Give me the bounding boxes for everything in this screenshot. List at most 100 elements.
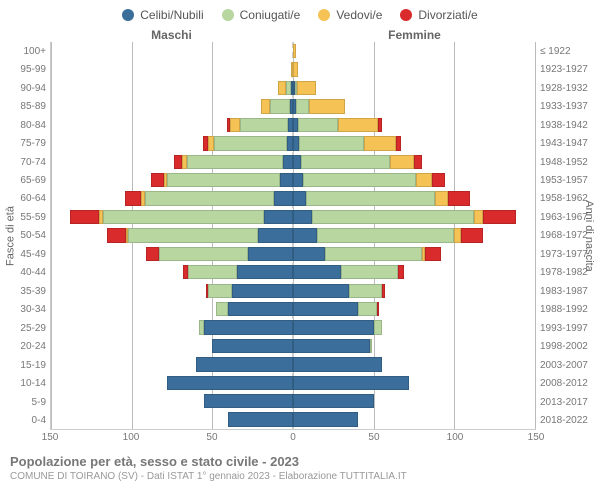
bar-segment-single [204, 394, 293, 408]
female-bar [293, 412, 535, 426]
bar-segment-divorced [448, 191, 471, 205]
bar-segment-divorced [432, 173, 445, 187]
male-bar [51, 99, 293, 113]
bar-segment-single [293, 412, 358, 426]
pyramid-row [51, 374, 535, 392]
age-label: 35-39 [0, 282, 50, 300]
bar-segment-single [293, 302, 358, 316]
birth-label: 2003-2007 [536, 356, 600, 374]
legend-item: Divorziati/e [400, 8, 477, 22]
bar-segment-single [283, 155, 293, 169]
bar-segment-married [187, 155, 284, 169]
legend-swatch [318, 9, 330, 21]
male-bar [51, 265, 293, 279]
bar-segment-widowed [278, 81, 286, 95]
bar-segment-single [293, 265, 341, 279]
bar-segment-divorced [70, 210, 99, 224]
birth-label: 1953-1957 [536, 171, 600, 189]
bar-segment-divorced [396, 136, 401, 150]
female-bar [293, 265, 535, 279]
bar-segment-married [103, 210, 264, 224]
pyramid-row [51, 116, 535, 134]
bar-segment-divorced [125, 191, 141, 205]
x-axis-scale: 15010050050100150 [50, 430, 536, 448]
bar-segment-divorced [146, 247, 159, 261]
bar-segment-married [325, 247, 422, 261]
age-label: 20-24 [0, 338, 50, 356]
female-bar [293, 191, 535, 205]
birth-label: 2018-2022 [536, 411, 600, 429]
bar-segment-married [296, 99, 309, 113]
bar-segment-widowed [230, 118, 240, 132]
female-bar [293, 320, 535, 334]
bar-segment-widowed [435, 191, 448, 205]
pyramid-row [51, 171, 535, 189]
bar-segment-single [293, 284, 349, 298]
bar-segment-single [293, 191, 306, 205]
male-bar [51, 81, 293, 95]
pyramid-row [51, 134, 535, 152]
age-label: 85-89 [0, 97, 50, 115]
caption: Popolazione per età, sesso e stato civil… [0, 448, 600, 484]
chart-area: Fasce di età 100+95-9990-9485-8980-8475-… [0, 42, 600, 430]
bar-segment-widowed [364, 136, 396, 150]
bar-segment-single [293, 320, 374, 334]
bar-segment-single [293, 228, 317, 242]
bar-segment-married [214, 136, 287, 150]
legend-label: Vedovi/e [336, 8, 382, 22]
age-label: 0-4 [0, 411, 50, 429]
bar-segment-married [299, 136, 364, 150]
bar-segment-widowed [261, 99, 271, 113]
male-bar [51, 376, 293, 390]
male-bar [51, 44, 293, 58]
pyramid-rows [51, 42, 535, 429]
bar-segment-divorced [425, 247, 441, 261]
birth-label: 1943-1947 [536, 134, 600, 152]
bar-segment-single [232, 284, 293, 298]
pyramid-plot [50, 42, 536, 430]
bar-segment-married [370, 339, 372, 353]
pyramid-row [51, 208, 535, 226]
age-label: 95-99 [0, 60, 50, 78]
x-tick: 100 [123, 432, 140, 443]
birth-label: 1948-1952 [536, 153, 600, 171]
age-label: 15-19 [0, 356, 50, 374]
birth-label: 1933-1937 [536, 97, 600, 115]
birth-label: 1988-1992 [536, 301, 600, 319]
bar-segment-widowed [293, 44, 296, 58]
male-bar [51, 191, 293, 205]
bar-segment-married [298, 118, 338, 132]
female-bar [293, 81, 535, 95]
female-bar [293, 173, 535, 187]
legend-swatch [122, 9, 134, 21]
bar-segment-married [358, 302, 377, 316]
pyramid-row [51, 153, 535, 171]
female-bar [293, 302, 535, 316]
birth-label: ≤ 1922 [536, 42, 600, 60]
bar-segment-divorced [414, 155, 422, 169]
pyramid-row [51, 226, 535, 244]
legend-label: Celibi/Nubili [140, 8, 203, 22]
bar-segment-married [312, 210, 473, 224]
bar-segment-married [188, 265, 236, 279]
bar-segment-divorced [461, 228, 484, 242]
female-bar [293, 210, 535, 224]
bar-segment-divorced [398, 265, 404, 279]
caption-subtitle: COMUNE DI TOIRANO (SV) - Dati ISTAT 1° g… [10, 469, 590, 482]
birth-label: 1938-1942 [536, 116, 600, 134]
birth-label: 1983-1987 [536, 282, 600, 300]
age-label: 5-9 [0, 393, 50, 411]
grid-line [535, 42, 536, 429]
male-bar [51, 357, 293, 371]
legend-label: Divorziati/e [418, 8, 477, 22]
bar-segment-divorced [151, 173, 164, 187]
bar-segment-single [228, 302, 293, 316]
pyramid-row [51, 410, 535, 428]
pyramid-row [51, 60, 535, 78]
male-bar [51, 394, 293, 408]
bar-segment-single [280, 173, 293, 187]
male-bar [51, 412, 293, 426]
age-label: 25-29 [0, 319, 50, 337]
bar-segment-single [248, 247, 293, 261]
header-male: Maschi [50, 28, 293, 42]
